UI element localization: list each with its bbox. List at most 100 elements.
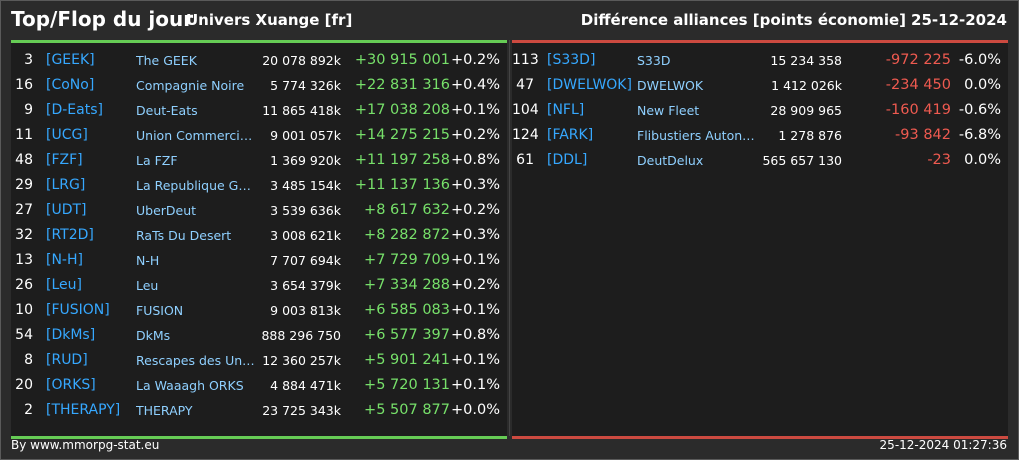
date-label: 25-12-2024 [911, 11, 1007, 29]
points-cell: 5 774 326k [270, 78, 341, 93]
difference-cell: +5 720 131 [364, 377, 450, 393]
points-cell: 1 278 876 [778, 128, 842, 143]
percent-cell: +0.1% [451, 252, 500, 268]
alliance-tag-link[interactable]: [UCG] [46, 127, 88, 143]
alliance-name-link[interactable]: Flibustiers Autono... [637, 128, 759, 143]
rank-cell: 27 [15, 202, 33, 218]
universe-label: Univers Xuange [fr] [186, 11, 353, 29]
table-row: 9 [D-Eats] Deut-Eats 11 865 418k +17 038 208… [11, 98, 507, 123]
rank-cell: 29 [15, 177, 33, 193]
alliance-name-link[interactable]: Rescapes des Univ... [136, 353, 258, 368]
difference-cell: +30 915 001 [354, 52, 450, 68]
alliance-tag-link[interactable]: [S33D] [547, 52, 596, 68]
alliance-name-link[interactable]: THERAPY [136, 403, 193, 418]
timestamp-label: 25-12-2024 01:27:36 [879, 438, 1007, 452]
alliance-tag-link[interactable]: [RT2D] [46, 227, 94, 243]
table-row: 16 [CoNo] Compagnie Noire 5 774 326k +22 831… [11, 73, 507, 98]
alliance-name-link[interactable]: Deut-Eats [136, 103, 198, 118]
points-cell: 12 360 257k [262, 353, 341, 368]
points-cell: 888 296 750 [261, 328, 341, 343]
table-row: 8 [RUD] Rescapes des Univ... 12 360 257k +5 … [11, 348, 507, 373]
difference-cell: +6 585 083 [364, 302, 450, 318]
alliance-tag-link[interactable]: [FARK] [547, 127, 594, 143]
points-cell: 9 003 813k [270, 303, 341, 318]
points-cell: 3 485 154k [270, 178, 341, 193]
alliance-name-link[interactable]: Leu [136, 278, 159, 293]
alliance-tag-link[interactable]: [Leu] [46, 277, 82, 293]
percent-cell: +0.3% [451, 227, 500, 243]
percent-cell: +0.2% [451, 202, 500, 218]
alliance-tag-link[interactable]: [N-H] [46, 252, 83, 268]
percent-cell: +0.3% [451, 177, 500, 193]
table-row: 48 [FZF] La FZF 1 369 920k +11 197 258 +0.8% [11, 148, 507, 173]
rank-cell: 16 [15, 77, 33, 93]
percent-cell: +0.2% [451, 52, 500, 68]
rank-cell: 11 [15, 127, 33, 143]
table-row: 54 [DkMs] DkMs 888 296 750 +6 577 397 +0.8% [11, 323, 507, 348]
points-cell: 1 412 026k [771, 78, 842, 93]
percent-cell: +0.0% [451, 402, 500, 418]
percent-cell: -6.8% [958, 127, 1001, 143]
table-row: 20 [ORKS] La Waaagh ORKS 4 884 471k +5 720 1… [11, 373, 507, 398]
rank-cell: 32 [15, 227, 33, 243]
alliance-name-link[interactable]: La Waaagh ORKS [136, 378, 244, 393]
alliance-name-link[interactable]: New Fleet [637, 103, 700, 118]
alliance-tag-link[interactable]: [FUSION] [46, 302, 110, 318]
points-cell: 4 884 471k [270, 378, 341, 393]
alliance-tag-link[interactable]: [NFL] [547, 102, 585, 118]
rank-cell: 48 [15, 152, 33, 168]
rank-cell: 61 [516, 152, 534, 168]
rank-cell: 3 [24, 52, 33, 68]
alliance-name-link[interactable]: DeutDelux [637, 153, 704, 168]
flop-panel: 113 [S33D] S33D 15 234 358 -972 225 -6.0% 47 [D… [512, 40, 1008, 439]
table-row: 29 [LRG] La Republique Gala... 3 485 154k +1… [11, 173, 507, 198]
alliance-name-link[interactable]: La FZF [136, 153, 178, 168]
alliance-name-link[interactable]: FUSION [136, 303, 184, 318]
difference-cell: -972 225 [885, 52, 951, 68]
table-row: 13 [N-H] N-H 7 707 694k +7 729 709 +0.1% [11, 248, 507, 273]
percent-cell: 0.0% [964, 152, 1001, 168]
table-row: 27 [UDT] UberDeut 3 539 636k +8 617 632 +0.2% [11, 198, 507, 223]
table-row: 124 [FARK] Flibustiers Autono... 1 278 876 -… [512, 123, 1008, 148]
alliance-name-link[interactable]: RaTs Du Desert [136, 228, 232, 243]
alliance-name-link[interactable]: Compagnie Noire [136, 78, 245, 93]
difference-cell: +22 831 316 [354, 77, 450, 93]
alliance-name-link[interactable]: N-H [136, 253, 160, 268]
alliance-name-link[interactable]: Union Commerciale... [136, 128, 258, 143]
difference-cell: +7 729 709 [364, 252, 450, 268]
percent-cell: -0.6% [958, 102, 1001, 118]
alliance-tag-link[interactable]: [DDL] [547, 152, 588, 168]
alliance-tag-link[interactable]: [LRG] [46, 177, 86, 193]
alliance-name-link[interactable]: DkMs [136, 328, 171, 343]
alliance-tag-link[interactable]: [GEEK] [46, 52, 95, 68]
alliance-tag-link[interactable]: [THERAPY] [46, 402, 121, 418]
header: Top/Flop du jour Univers Xuange [fr] Dif… [0, 0, 1019, 38]
alliance-tag-link[interactable]: [DWELWOK] [547, 77, 632, 93]
alliance-name-link[interactable]: UberDeut [136, 203, 197, 218]
table-row: 10 [FUSION] FUSION 9 003 813k +6 585 083 +0.1… [11, 298, 507, 323]
alliance-tag-link[interactable]: [UDT] [46, 202, 87, 218]
alliance-name-link[interactable]: La Republique Gala... [136, 178, 258, 193]
table-row: 2 [THERAPY] THERAPY 23 725 343k +5 507 877 +0… [11, 398, 507, 423]
rank-cell: 9 [24, 102, 33, 118]
alliance-tag-link[interactable]: [RUD] [46, 352, 88, 368]
alliance-name-link[interactable]: DWELWOK [637, 78, 704, 93]
alliance-tag-link[interactable]: [D-Eats] [46, 102, 103, 118]
table-row: 61 [DDL] DeutDelux 565 657 130 -23 0.0% [512, 148, 1008, 173]
credit-label: By www.mmorpg-stat.eu [11, 438, 160, 452]
rank-cell: 54 [15, 327, 33, 343]
difference-cell: +6 577 397 [364, 327, 450, 343]
difference-cell: -160 419 [885, 102, 951, 118]
rank-cell: 2 [24, 402, 33, 418]
alliance-name-link[interactable]: The GEEK [136, 53, 197, 68]
alliance-tag-link[interactable]: [CoNo] [46, 77, 95, 93]
difference-cell: +7 334 288 [364, 277, 450, 293]
percent-cell: +0.2% [451, 277, 500, 293]
percent-cell: +0.1% [451, 102, 500, 118]
alliance-tag-link[interactable]: [FZF] [46, 152, 83, 168]
alliance-tag-link[interactable]: [ORKS] [46, 377, 96, 393]
percent-cell: +0.1% [451, 377, 500, 393]
alliance-tag-link[interactable]: [DkMs] [46, 327, 96, 343]
difference-cell: +17 038 208 [354, 102, 450, 118]
alliance-name-link[interactable]: S33D [637, 53, 671, 68]
